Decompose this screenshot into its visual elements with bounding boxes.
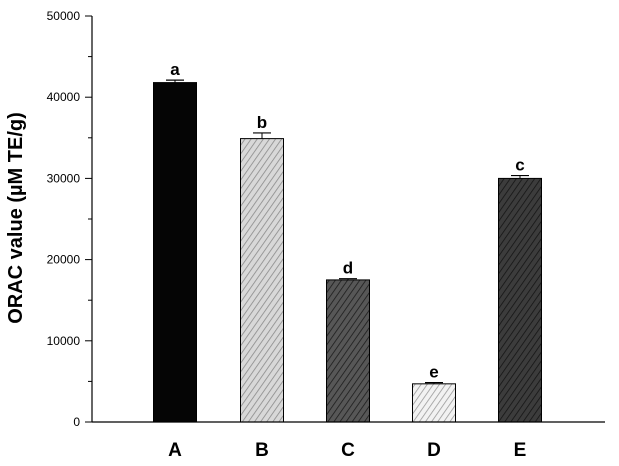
significance-label-e: c: [515, 156, 524, 175]
significance-label-a: a: [170, 60, 180, 79]
y-tick-label: 20000: [47, 253, 81, 267]
bars-group: a b d e c: [153, 60, 542, 423]
significance-label-d: e: [429, 363, 438, 382]
error-bar-b: [253, 132, 271, 139]
error-bar-a: [166, 79, 184, 83]
bar-d: [412, 383, 456, 423]
error-bar-c: [339, 278, 357, 280]
significance-label-b: b: [257, 113, 267, 132]
y-axis-title: ORAC value (µM TE/g): [5, 112, 27, 324]
significance-label-c: d: [343, 259, 353, 278]
y-tick-label: 0: [73, 415, 80, 429]
x-tick-label-b: B: [255, 440, 269, 461]
y-tick-label: 10000: [47, 334, 81, 348]
x-tick-label-a: A: [168, 440, 182, 461]
bar-a: [153, 82, 197, 423]
y-tick-label: 50000: [47, 9, 81, 23]
error-bar-e: [511, 174, 529, 179]
bar-e: [498, 177, 542, 423]
error-bar-d: [425, 382, 443, 384]
x-axis: A B C D E: [92, 421, 605, 461]
y-tick-label: 40000: [47, 90, 81, 104]
bar-c: [326, 279, 370, 423]
x-tick-label-d: D: [427, 440, 441, 461]
x-tick-label-e: E: [514, 440, 527, 461]
y-tick-label: 30000: [47, 171, 81, 185]
y-axis: 0 10000 20000 30000 40000 50000: [47, 9, 93, 429]
bar-b: [240, 138, 284, 423]
x-tick-label-c: C: [341, 440, 355, 461]
